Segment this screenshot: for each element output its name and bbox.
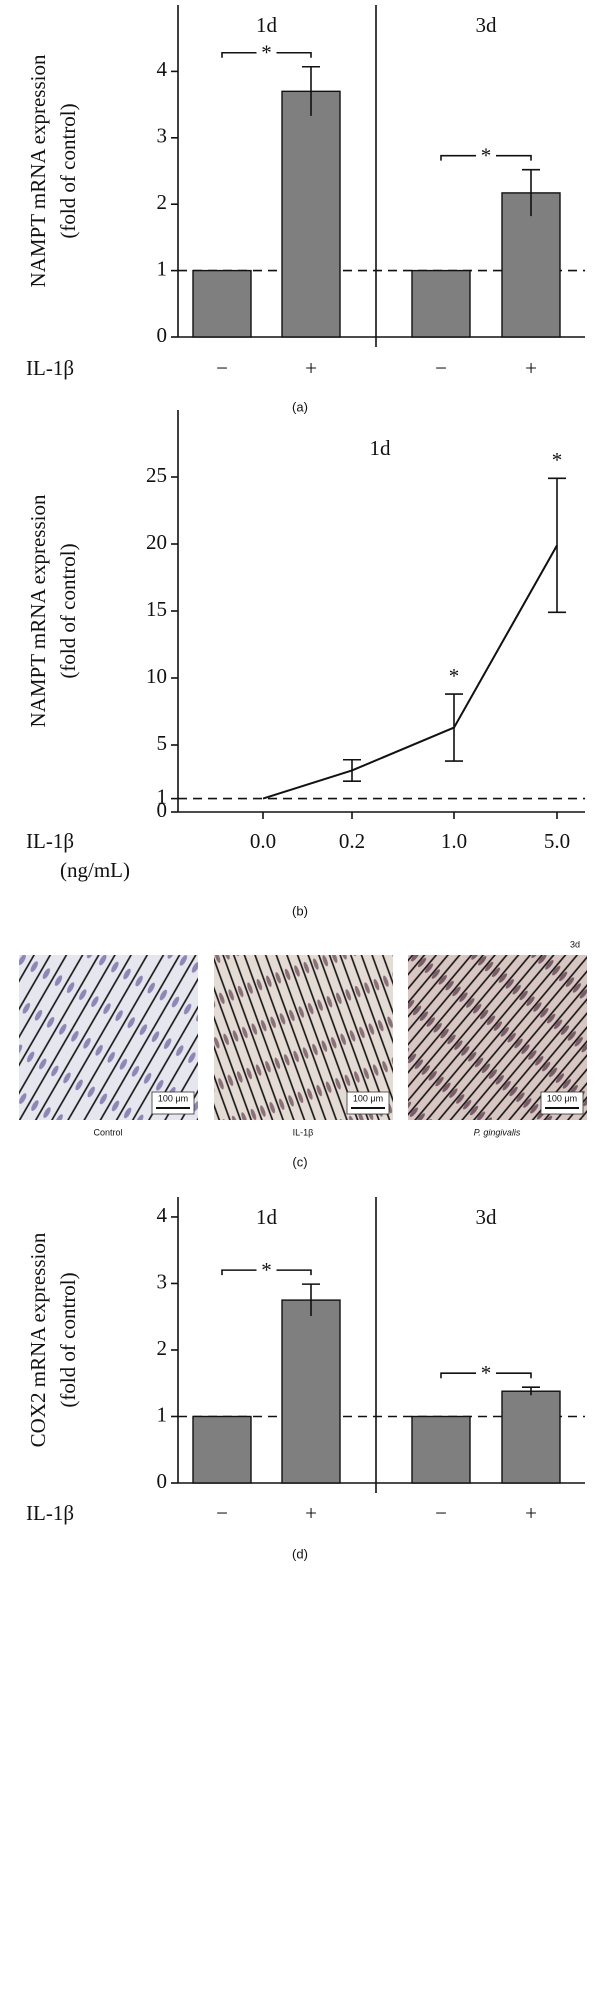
x-axis-label: IL-1β [26,1501,74,1525]
group-label: 3d [476,1205,498,1229]
significance-label: * [261,1258,272,1282]
error-bar [522,168,540,217]
y-tick-label: 25 [146,463,167,487]
x-tick-label: + [305,1501,317,1525]
scale-label: 100 μm [353,1093,383,1103]
bar [192,1415,252,1484]
significance-label: * [552,448,563,472]
error-bar [548,477,566,614]
significance-label: * [481,143,492,167]
micrographs: 100 μm 100 μm 100 μm Control IL-1β P. gi… [19,939,587,1169]
bar [411,1415,471,1484]
group-label: 3d [476,13,498,37]
timepoint: 3d [570,939,580,949]
panel-label: (b) [292,903,308,918]
y-tick-label: 4 [157,1203,168,1227]
bar [192,269,252,338]
y-axis-label: NAMPT mRNA expression [26,54,50,287]
y-axis-label: (fold of control) [56,1272,80,1407]
y-axis-label: COX2 mRNA expression [26,1232,50,1447]
error-bar [522,1386,540,1396]
significance-label: * [261,41,272,65]
y-tick-label: 1 [157,784,168,808]
y-tick-label: 0 [157,798,168,822]
panel-label: (c) [292,1154,307,1169]
group-label: 1d [256,1205,278,1229]
panel-label: (d) [292,1546,308,1561]
scale-label: 100 μm [158,1093,188,1103]
y-tick-label: 10 [146,664,167,688]
y-tick-label: 2 [157,1336,168,1360]
error-bar [302,1283,320,1317]
x-tick-label: + [525,1501,537,1525]
y-tick-label: 1 [157,256,168,280]
significance-label: * [481,1361,492,1385]
x-axis-label: IL-1β [26,356,74,380]
scale-label: 100 μm [547,1093,577,1103]
error-bar [302,65,320,116]
x-tick-label: 0.2 [339,829,365,853]
bar [501,192,561,338]
y-tick-label: 5 [157,731,168,755]
y-tick-label: 1 [157,1402,168,1426]
caption: P. gingivalis [474,1127,521,1137]
bar [281,1299,341,1484]
x-tick-label: − [216,356,228,380]
y-axis-label: NAMPT mRNA expression [26,494,50,727]
x-tick-label: 5.0 [544,829,570,853]
significance-bracket [440,1372,532,1379]
x-tick-label: + [525,356,537,380]
significance-label: * [449,664,460,688]
x-tick-label: + [305,356,317,380]
bar [281,90,341,338]
x-axis-label: IL-1β [26,829,74,853]
y-axis-label: (fold of control) [56,543,80,678]
caption: IL-1β [293,1127,314,1137]
error-bar [343,758,361,782]
y-tick-label: 3 [157,124,168,148]
chart-title: 1d [370,436,392,460]
x-tick-label: − [216,1501,228,1525]
x-tick-label: − [435,1501,447,1525]
line [262,544,558,800]
group-label: 1d [256,13,278,37]
x-axis-label: (ng/mL) [60,858,130,882]
x-tick-label: 1.0 [441,829,467,853]
bar [501,1390,561,1484]
y-tick-label: 0 [157,1469,168,1493]
y-tick-label: 20 [146,530,167,554]
bar [411,269,471,338]
y-tick-label: 2 [157,190,168,214]
panel-label: (a) [292,399,308,414]
significance-bracket [221,1269,312,1276]
error-bar [445,693,463,762]
y-tick-label: 3 [157,1269,168,1293]
y-tick-label: 4 [157,57,168,81]
significance-bracket [221,51,312,58]
x-tick-label: 0.0 [250,829,276,853]
y-tick-label: 0 [157,323,168,347]
y-axis-label: (fold of control) [56,103,80,238]
caption: Control [93,1127,122,1137]
significance-bracket [440,154,532,161]
y-tick-label: 15 [146,597,167,621]
x-tick-label: − [435,356,447,380]
